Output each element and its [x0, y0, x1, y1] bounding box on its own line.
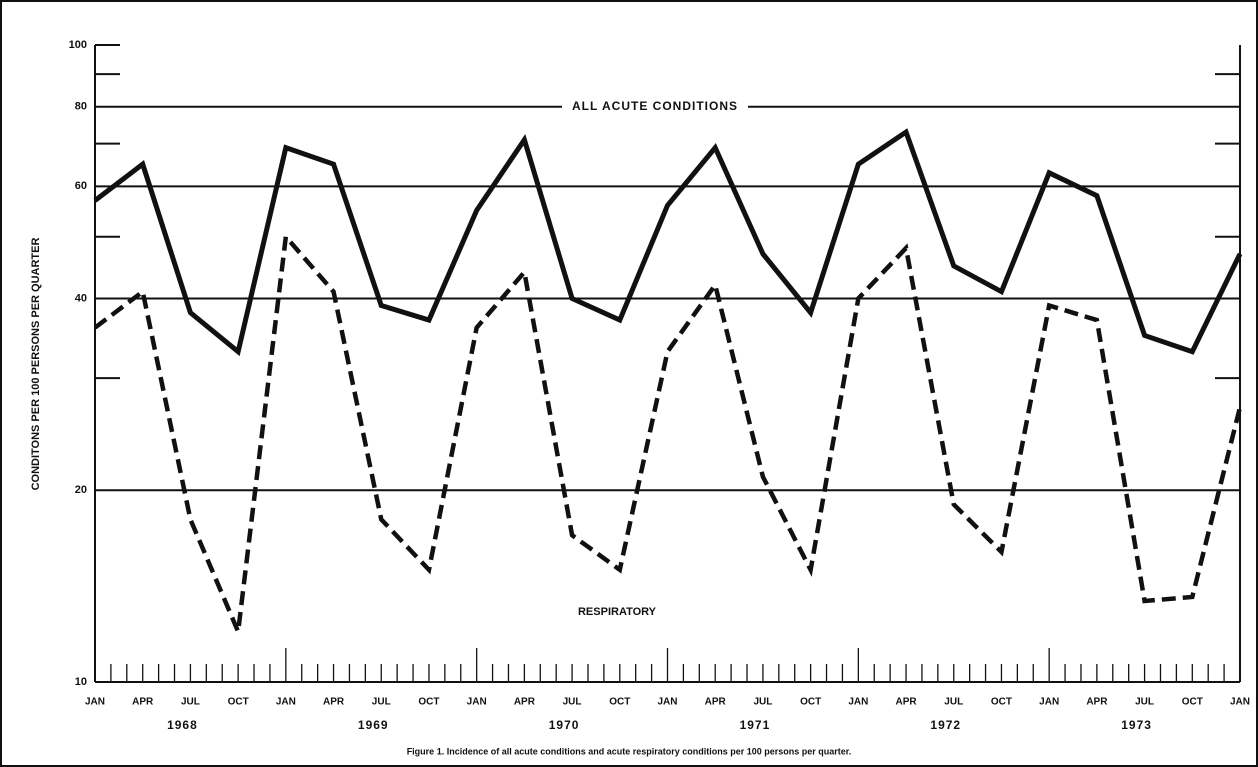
x-tick-label: OCT: [228, 697, 249, 708]
x-tick-label: JUL: [372, 697, 391, 708]
x-tick-label: JUL: [563, 697, 582, 708]
series-annotation: RESPIRATORY: [578, 606, 657, 618]
x-tick-label: JUL: [1135, 697, 1154, 708]
y-tick-label: 20: [75, 484, 87, 496]
x-tick-label: APR: [323, 697, 345, 708]
x-tick-label: JAN: [1039, 697, 1059, 708]
year-label: 1971: [740, 718, 771, 732]
series-annotation: ALL ACUTE CONDITIONS: [572, 99, 738, 113]
x-tick-label: JAN: [1230, 697, 1250, 708]
year-label: 1970: [549, 718, 580, 732]
x-tick-label: JAN: [467, 697, 487, 708]
x-tick-label: APR: [132, 697, 154, 708]
x-tick-label: OCT: [991, 697, 1012, 708]
x-tick-label: OCT: [418, 697, 439, 708]
x-tick-label: APR: [895, 697, 917, 708]
x-tick-label: JAN: [657, 697, 677, 708]
year-label: 1973: [1121, 718, 1152, 732]
x-tick-label: APR: [705, 697, 727, 708]
x-tick-label: JUL: [181, 697, 200, 708]
x-tick-label: APR: [514, 697, 536, 708]
x-tick-label: JAN: [85, 697, 105, 708]
y-tick-label: 100: [69, 39, 87, 51]
y-tick-label: 60: [75, 180, 87, 192]
y-tick-label: 10: [75, 676, 87, 688]
x-tick-label: APR: [1086, 697, 1108, 708]
x-tick-label: JUL: [753, 697, 772, 708]
annotation-background: [562, 96, 748, 115]
y-tick-label: 40: [75, 292, 87, 304]
y-tick-label: 80: [75, 101, 87, 113]
x-tick-label: JUL: [944, 697, 963, 708]
y-axis-label: CONDITONS PER 100 PERSONS PER QUARTER: [30, 238, 42, 491]
x-tick-label: JAN: [848, 697, 868, 708]
x-tick-label: OCT: [800, 697, 821, 708]
series-line: [93, 128, 1243, 357]
x-tick-label: JAN: [276, 697, 296, 708]
series-line: [93, 231, 1243, 641]
caption: Figure 1. Incidence of all acute conditi…: [407, 746, 852, 756]
x-tick-label: OCT: [1182, 697, 1203, 708]
year-label: 1968: [167, 718, 198, 732]
x-tick-label: OCT: [609, 697, 630, 708]
year-label: 1969: [358, 718, 389, 732]
year-label: 1972: [930, 718, 961, 732]
